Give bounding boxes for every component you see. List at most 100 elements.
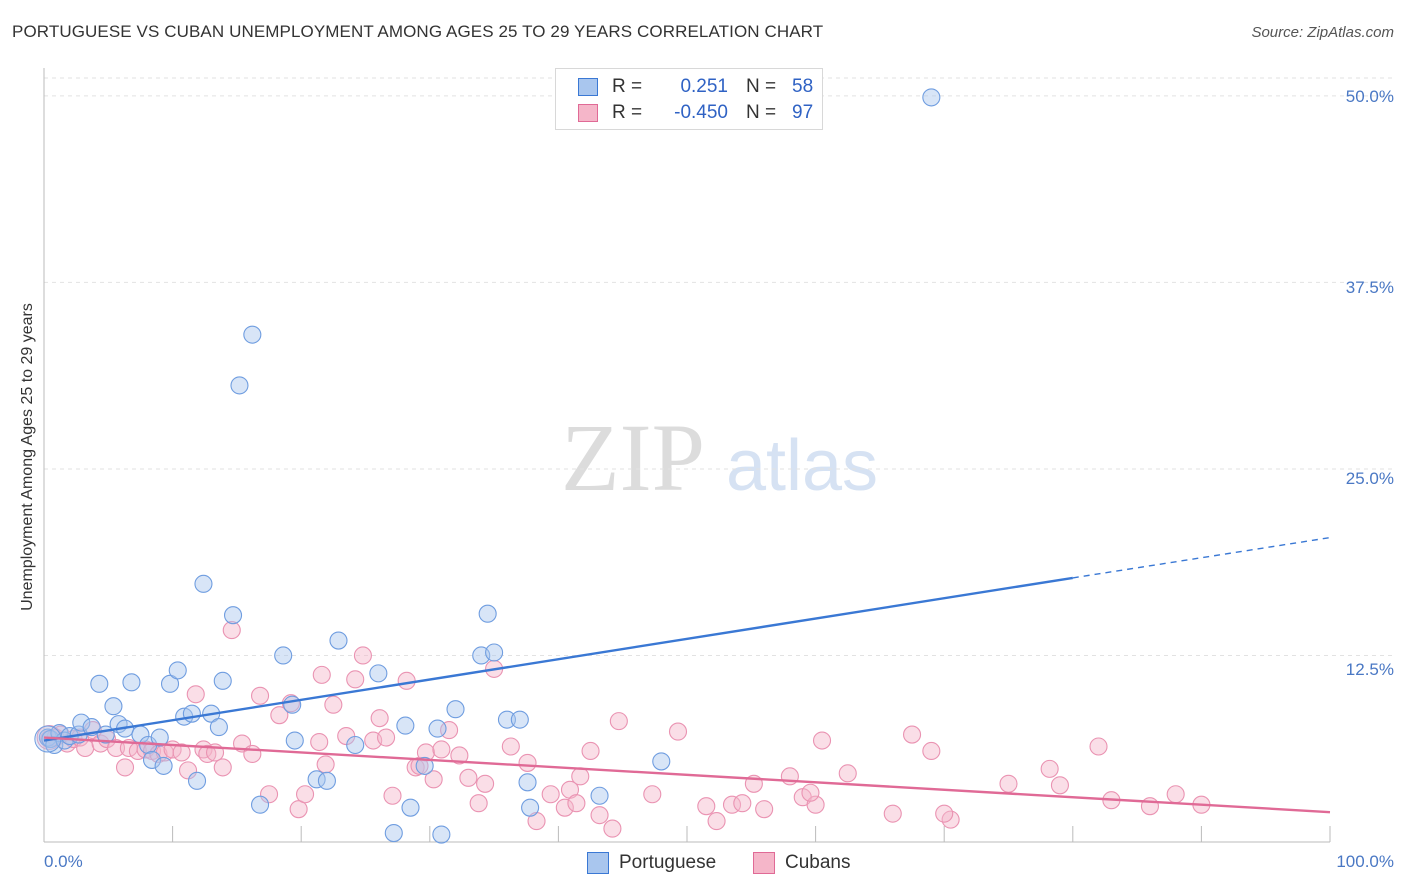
portuguese-point	[150, 728, 169, 747]
watermark-atlas: atlas	[726, 426, 878, 506]
cubans-point	[668, 722, 688, 741]
portuguese-point	[142, 750, 162, 769]
chart-title: PORTUGUESE VS CUBAN UNEMPLOYMENT AMONG A…	[12, 22, 824, 41]
portuguese-point	[518, 773, 537, 792]
cubans-point	[377, 728, 396, 747]
gridlines	[44, 77, 1392, 656]
portuguese-point	[384, 823, 403, 843]
portuguese-point	[154, 756, 173, 775]
portuguese-point	[122, 673, 141, 692]
cubans-point	[838, 764, 857, 783]
cubans-point	[643, 785, 662, 804]
portuguese-point	[428, 719, 447, 738]
portuguese-point	[510, 710, 529, 729]
legend-row-cubans: R = -0.450 N = 97	[578, 100, 813, 126]
cubans-point	[353, 646, 372, 665]
cubans-point	[450, 746, 469, 765]
cubans-point	[590, 806, 609, 825]
portuguese-point	[415, 756, 434, 775]
y-tick-label: 12.5%	[1345, 660, 1394, 679]
source-label: Source: ZipAtlas.com	[1251, 24, 1394, 41]
portuguese-point	[497, 710, 517, 729]
portuguese-point	[346, 735, 365, 755]
portuguese-point	[283, 695, 302, 714]
legend-item-cubans[interactable]: Cubans	[753, 852, 851, 874]
legend-swatch-portuguese	[578, 78, 598, 96]
legend-n-value: 58	[792, 76, 814, 97]
x-tick-label-max: 100.0%	[1336, 852, 1394, 871]
portuguese-trend-line	[43, 576, 1073, 742]
y-tick-label: 25.0%	[1345, 469, 1394, 488]
portuguese-point	[521, 798, 540, 817]
portuguese-point	[396, 716, 415, 735]
cubans-point	[1050, 776, 1069, 795]
correlation-legend: R = 0.251 N = 58 R = -0.450 N = 97	[555, 68, 823, 130]
cubans-point	[289, 800, 308, 819]
legend-row-portuguese: R = 0.251 N = 58	[578, 74, 813, 100]
series-legend: Portuguese Cubans	[0, 852, 1406, 878]
cubans-point	[250, 686, 270, 705]
legend-label-cubans: Cubans	[785, 852, 851, 873]
x-tick-label-min: 0.0%	[44, 852, 83, 871]
cubans-point	[432, 740, 451, 759]
portuguese-point	[652, 752, 671, 771]
cubans-point	[424, 770, 443, 789]
cubans-point	[501, 737, 520, 756]
legend-swatch-cubans	[578, 104, 598, 122]
portuguese-point	[90, 674, 109, 693]
cubans-point	[733, 794, 752, 813]
legend-r-value: -0.450	[674, 102, 728, 123]
cubans-point	[555, 798, 574, 817]
cubans-point	[935, 804, 954, 823]
y-tick-label: 37.5%	[1345, 278, 1394, 297]
portuguese-point	[230, 376, 249, 395]
y-tick-label: 50.0%	[1345, 87, 1394, 106]
portuguese-point	[223, 606, 243, 625]
cubans-point	[697, 797, 716, 816]
cubans-point	[316, 755, 335, 774]
cubans-point	[440, 721, 459, 740]
cubans-point	[310, 732, 329, 752]
portuguese-point	[478, 604, 497, 623]
portuguese-point	[209, 718, 228, 737]
legend-n-label: N =	[746, 102, 777, 123]
trend-lines	[43, 536, 1331, 814]
portuguese-point	[160, 674, 180, 693]
cubans-point	[812, 731, 832, 750]
cubans-point	[270, 706, 289, 725]
cubans-point	[755, 800, 774, 819]
cubans-point	[243, 744, 262, 764]
portuguese-point	[401, 798, 420, 817]
cubans-point	[609, 712, 628, 731]
legend-label-portuguese: Portuguese	[619, 852, 717, 873]
legend-r-value: 0.251	[680, 76, 728, 97]
cubans-point	[1166, 785, 1185, 804]
watermark-zip: ZIP	[561, 404, 705, 511]
cubans-trend-line	[43, 736, 1331, 814]
legend-r-label: R =	[612, 76, 643, 97]
cubans-point	[416, 743, 435, 762]
cubans-point	[213, 758, 232, 777]
cubans-point	[603, 819, 622, 838]
cubans-point	[346, 670, 365, 689]
portuguese-point	[187, 771, 207, 790]
cubans-point	[106, 738, 126, 758]
cubans-point	[518, 753, 537, 772]
portuguese-point	[250, 795, 270, 814]
cubans-point	[567, 794, 586, 813]
cubans-point	[259, 785, 279, 804]
portuguese-point	[329, 631, 348, 650]
cubans-point	[383, 786, 402, 805]
legend-item-portuguese[interactable]: Portuguese	[587, 852, 716, 874]
cubans-point	[296, 785, 315, 804]
portuguese-point	[168, 661, 187, 680]
axes	[43, 68, 1331, 843]
portuguese-point	[446, 700, 465, 719]
cubans-point	[1089, 737, 1108, 756]
legend-swatch-portuguese	[587, 852, 609, 874]
portuguese-point	[194, 574, 213, 593]
portuguese-point	[485, 643, 504, 662]
cubans-point	[707, 812, 726, 831]
cubans-point	[459, 768, 478, 787]
cubans-point	[806, 795, 825, 814]
